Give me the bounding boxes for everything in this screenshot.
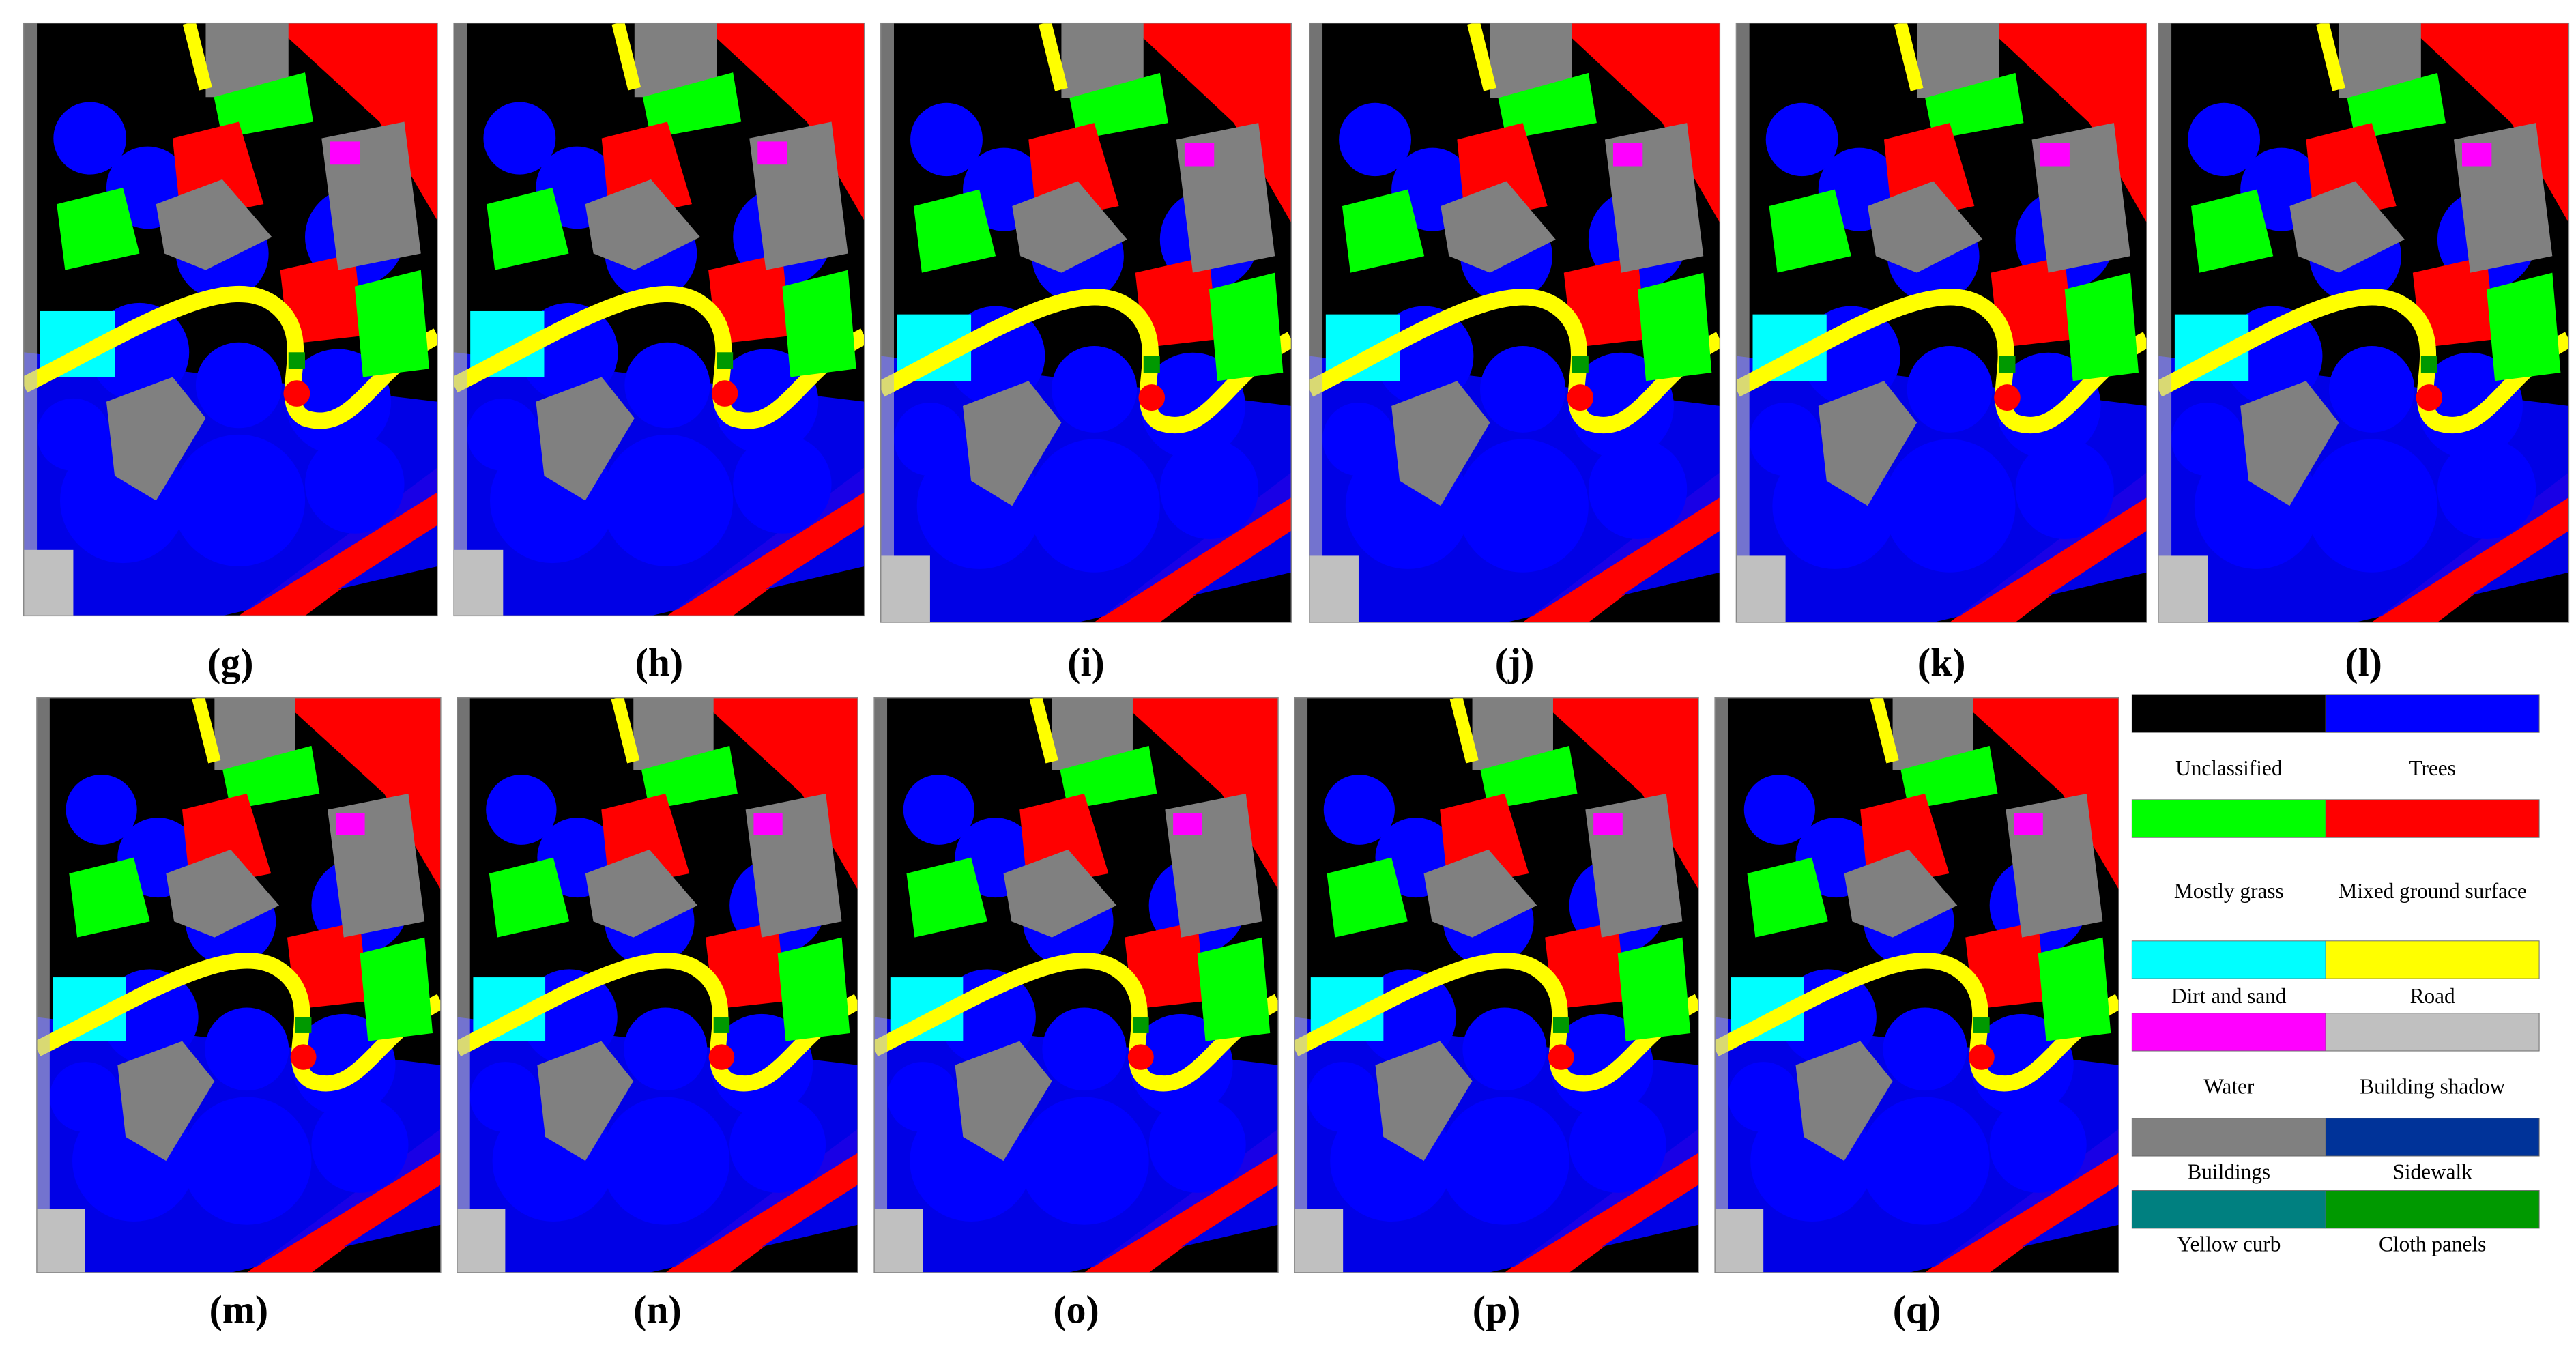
panel-label: (q): [1893, 1288, 1941, 1331]
legend-label: Water: [2203, 1073, 2255, 1099]
legend-label: Dirt and sand: [2171, 983, 2287, 1008]
classification-map: [874, 698, 1278, 1273]
legend-label: Buildings: [2187, 1159, 2271, 1185]
map-border: [1735, 22, 2147, 623]
panel-label: (o): [1053, 1288, 1099, 1331]
map-border: [1294, 697, 1699, 1273]
classification-map: [1309, 23, 1720, 622]
panel-label: (n): [633, 1288, 682, 1331]
classification-map: [1294, 698, 1698, 1273]
legend-label: Sidewalk: [2392, 1159, 2472, 1185]
panel-label: (m): [209, 1288, 269, 1331]
legend-swatch: [2131, 940, 2326, 979]
classification-map: [881, 23, 1292, 622]
legend-label: Trees: [2409, 755, 2456, 781]
map-border: [453, 22, 865, 617]
legend-swatch: [2131, 1013, 2326, 1052]
panel-label: (k): [1917, 641, 1966, 684]
legend-label: Mostly grass: [2173, 878, 2284, 904]
legend-swatch: [2325, 1013, 2540, 1052]
legend-label: Unclassified: [2175, 755, 2283, 781]
panel-label: (h): [635, 641, 684, 684]
map-border: [873, 697, 1279, 1273]
classification-map: [24, 23, 437, 616]
classification-map: [1736, 23, 2147, 622]
panel-label: (i): [1067, 641, 1105, 684]
legend-label: Yellow curb: [2177, 1232, 2281, 1257]
legend-swatch: [2131, 694, 2326, 733]
legend-label: Mixed ground surface: [2338, 878, 2527, 904]
panel-label: (l): [2345, 641, 2382, 684]
classification-map: [1715, 698, 2119, 1273]
map-border: [1714, 697, 2119, 1273]
legend-label: Cloth panels: [2379, 1232, 2487, 1257]
classification-map: [457, 698, 858, 1273]
legend-swatch: [2325, 694, 2540, 733]
legend-swatch: [2325, 799, 2540, 838]
map-border: [1309, 22, 1721, 623]
panel-label: (j): [1495, 641, 1535, 684]
panel-label: (g): [207, 641, 253, 684]
map-border: [36, 697, 442, 1273]
legend-label: Road: [2409, 983, 2455, 1008]
map-border: [2158, 22, 2570, 623]
legend-swatch: [2325, 940, 2540, 979]
legend-swatch: [2325, 1118, 2540, 1157]
map-border: [23, 22, 438, 617]
map-border: [457, 697, 858, 1273]
legend-swatch: [2325, 1190, 2540, 1229]
classification-map: [454, 23, 865, 616]
legend-swatch: [2131, 1118, 2326, 1157]
panel-label: (p): [1473, 1288, 1521, 1331]
map-border: [880, 22, 1292, 623]
classification-map: [37, 698, 441, 1273]
classification-map: [2158, 23, 2569, 622]
legend-swatch: [2131, 1190, 2326, 1229]
legend-label: Building shadow: [2360, 1073, 2506, 1099]
legend-swatch: [2131, 799, 2326, 838]
